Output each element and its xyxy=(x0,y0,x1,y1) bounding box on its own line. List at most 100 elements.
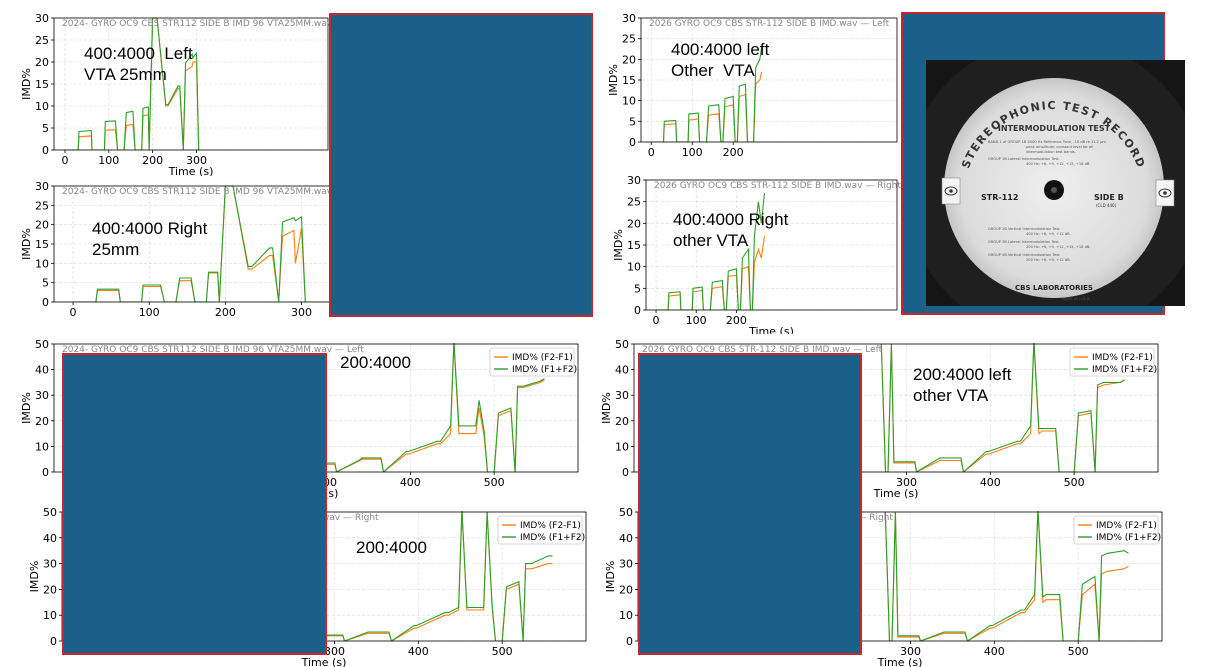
y-tick-label: 30 xyxy=(622,12,636,25)
y-axis-label: IMD% xyxy=(607,64,620,96)
legend-entry: IMD% (F2-F1) xyxy=(520,521,581,531)
y-tick-label: 0 xyxy=(42,144,49,157)
series-line-f1-plus-f2 xyxy=(313,511,553,641)
legend-box xyxy=(1073,515,1159,545)
record-subtitle: INTERMODULATION TEST xyxy=(998,124,1111,133)
y-tick-label: 15 xyxy=(35,78,49,91)
y-tick-label: 20 xyxy=(622,53,636,66)
record-catalog: STR-112 xyxy=(981,193,1018,202)
x-tick-label: 100 xyxy=(682,146,703,159)
legend-box xyxy=(1069,347,1155,377)
record-line-8: GROUP 3B Lateral Intermodulation Test. xyxy=(988,240,1060,244)
redaction-block-bottom-right xyxy=(638,353,862,655)
redaction-block-top-center xyxy=(329,13,593,317)
y-axis-label: IMD% xyxy=(20,392,33,424)
legend-entry: IMD% (F2-F1) xyxy=(1096,521,1157,531)
y-tick-label: 20 xyxy=(615,415,629,428)
series-line-f1-plus-f2 xyxy=(305,343,545,472)
y-tick-label: 10 xyxy=(35,440,49,453)
annotation-200-right-vta25: 200:4000 xyxy=(356,538,427,557)
x-tick-label: 400 xyxy=(400,476,421,489)
y-tick-label: 10 xyxy=(615,440,629,453)
y-tick-label: 0 xyxy=(634,304,641,317)
y-tick-label: 0 xyxy=(42,296,49,309)
record-line-6: GROUP 2B Vertical Intermodulation Test. xyxy=(988,227,1061,231)
series-line-f1-plus-f2 xyxy=(65,17,201,150)
legend-entry: IMD% (F1+F2) xyxy=(1096,533,1161,543)
legend-entry: IMD% (F2-F1) xyxy=(512,353,573,363)
x-tick-label: 0 xyxy=(653,314,660,327)
y-tick-label: 10 xyxy=(619,609,633,622)
y-tick-label: 0 xyxy=(626,635,633,648)
y-tick-label: 40 xyxy=(619,532,633,545)
y-tick-label: 25 xyxy=(35,199,49,212)
legend-entry: IMD% (F1+F2) xyxy=(1092,365,1157,375)
x-tick-label: 300 xyxy=(291,306,312,319)
y-tick-label: 40 xyxy=(35,364,49,377)
record-line-1: BAND 1 of GROUP 1B 4000 Hz Reference Ton… xyxy=(988,140,1106,144)
x-tick-label: 0 xyxy=(61,154,68,167)
series-line-f1-plus-f2 xyxy=(73,185,310,302)
y-tick-label: 30 xyxy=(619,558,633,571)
y-axis-label: IMD% xyxy=(612,229,625,261)
record-side: SIDE B xyxy=(1094,193,1124,202)
x-tick-label: 500 xyxy=(1064,476,1085,489)
y-tick-label: 25 xyxy=(622,33,636,46)
plot-title: 2024- GYRO OC9 CBS STR112 SIDE B IMD 96 … xyxy=(62,187,371,197)
y-tick-label: 15 xyxy=(622,74,636,87)
chart-p2: 0 100 200 0 5 10 15 20 25 30 IMD% 2026 GYRO OC9 CBS… xyxy=(607,12,898,159)
y-tick-label: 10 xyxy=(35,100,49,113)
x-tick-label: 400 xyxy=(408,645,429,658)
legend-entry: IMD% (F2-F1) xyxy=(1092,353,1153,363)
y-tick-label: 30 xyxy=(35,12,49,25)
x-tick-label: 300 xyxy=(324,645,345,658)
y-axis-label: IMD% xyxy=(28,561,41,593)
annotation-400-right-vta25: 400:4000 Right 25mm xyxy=(92,219,208,259)
y-tick-label: 5 xyxy=(42,122,49,135)
y-tick-label: 40 xyxy=(43,532,57,545)
x-tick-label: 400 xyxy=(984,645,1005,658)
x-tick-label: 200 xyxy=(723,146,744,159)
chart-panel-left-vta25: 0 100 200 300 0 5 10 15 20 25 30 IMD% Time (s) 2024- … xyxy=(18,8,364,178)
y-tick-label: 20 xyxy=(35,219,49,232)
plot-frame xyxy=(633,343,1159,473)
series-line-f2-minus-f1 xyxy=(651,71,763,142)
y-tick-label: 20 xyxy=(35,56,49,69)
record-line-5: 400 Hz: +6, +9, +12, +15, +18 dB. xyxy=(1026,162,1090,166)
record-made-in: MADE IN U.S.A. xyxy=(1062,296,1091,301)
y-tick-label: 15 xyxy=(35,238,49,251)
record-side-code: (CLD 440) xyxy=(1096,203,1117,208)
plot-title: 2024- GYRO OC9 CBS STR112 SIDE B IMD 96 … xyxy=(62,345,364,355)
cbs-eye-logo-right xyxy=(1155,179,1175,207)
y-tick-label: 25 xyxy=(35,34,49,47)
y-tick-label: 5 xyxy=(629,115,636,128)
record-line-2: peak amplitude; constant level for all xyxy=(1026,145,1093,149)
y-tick-label: 20 xyxy=(619,583,633,596)
y-tick-label: 10 xyxy=(35,257,49,270)
legend-box xyxy=(497,515,583,545)
record-line-3: intermodulation test bands. xyxy=(1026,150,1076,154)
legend-entry: IMD% (F1+F2) xyxy=(520,533,585,543)
annotation-200-left-vta25: 200:4000 xyxy=(340,353,411,372)
y-tick-label: 10 xyxy=(43,609,57,622)
legend-entry: IMD% (F1+F2) xyxy=(512,365,577,375)
y-tick-label: 30 xyxy=(43,558,57,571)
y-tick-label: 15 xyxy=(627,239,641,252)
x-tick-label: 300 xyxy=(186,154,207,167)
x-tick-label: 0 xyxy=(648,146,655,159)
y-tick-label: 20 xyxy=(43,583,57,596)
x-tick-label: 200 xyxy=(726,314,747,327)
x-axis-label: Time (s) xyxy=(873,487,919,500)
annotation-400-left-vta25: 400:4000 Left VTA 25mm xyxy=(84,44,193,84)
x-axis-label: Time (s) xyxy=(877,656,923,667)
legend-box xyxy=(489,347,575,377)
record-line-4: GROUP 1B Lateral Intermodulation Test. xyxy=(988,157,1060,161)
y-tick-label: 0 xyxy=(50,635,57,648)
y-tick-label: 0 xyxy=(629,136,636,149)
y-tick-label: 10 xyxy=(622,95,636,108)
record-company: CBS LABORATORIES xyxy=(1015,284,1093,292)
y-tick-label: 40 xyxy=(615,364,629,377)
y-tick-label: 0 xyxy=(42,466,49,479)
plot-title: 2026 GYRO OC9 CBS STR-112 SIDE B IMD.wav… xyxy=(649,19,890,29)
